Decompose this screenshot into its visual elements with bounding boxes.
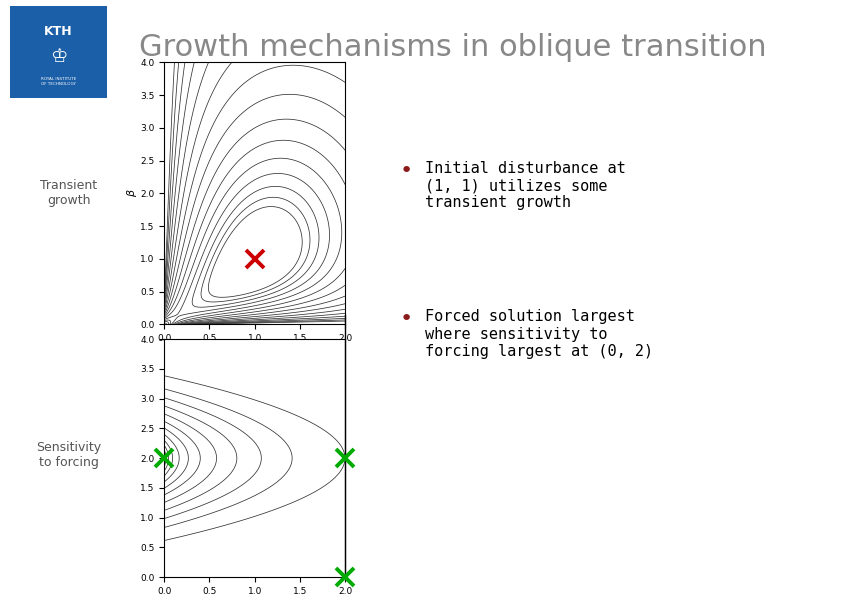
Text: KTH: KTH	[45, 25, 72, 38]
Text: ROYAL INSTITUTE
OF TECHNOLOGY: ROYAL INSTITUTE OF TECHNOLOGY	[40, 77, 77, 86]
Text: Forced solution largest
where sensitivity to
forcing largest at (0, 2): Forced solution largest where sensitivit…	[425, 309, 653, 359]
Text: Transient
growth: Transient growth	[40, 179, 98, 208]
Text: ♔: ♔	[50, 47, 67, 66]
Text: •: •	[400, 161, 413, 181]
Text: Growth mechanisms in oblique transition: Growth mechanisms in oblique transition	[139, 33, 766, 62]
Text: •: •	[400, 309, 413, 330]
Text: Sensitivity
to forcing: Sensitivity to forcing	[36, 441, 102, 469]
Y-axis label: β: β	[127, 190, 137, 197]
Text: Initial disturbance at
(1, 1) utilizes some
transient growth: Initial disturbance at (1, 1) utilizes s…	[425, 161, 626, 211]
